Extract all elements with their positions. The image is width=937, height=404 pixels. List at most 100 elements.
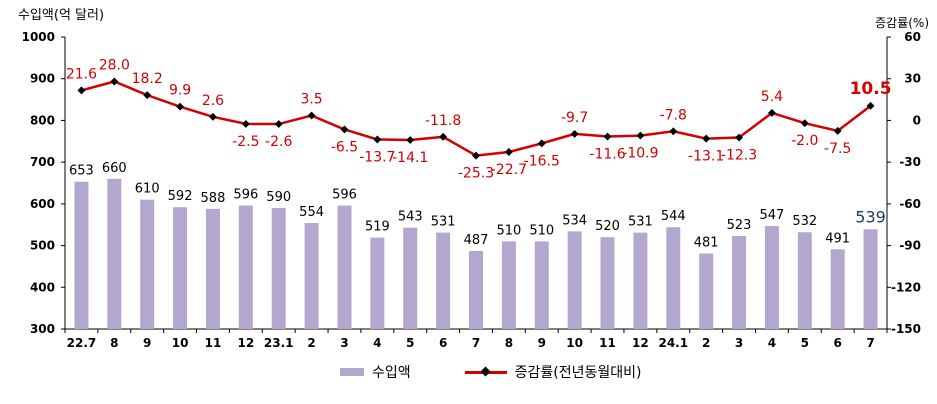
growth-rate-label: -25.3 xyxy=(458,166,494,182)
legend: 수입액 증감률(전년동월대비) xyxy=(340,362,641,382)
growth-rate-label: -11.8 xyxy=(425,113,461,129)
x-tick-label: 9 xyxy=(143,336,151,350)
growth-rate-label: -2.0 xyxy=(791,133,818,149)
bar xyxy=(600,237,615,329)
growth-rate-label: -16.5 xyxy=(524,153,560,169)
growth-rate-point xyxy=(274,120,283,129)
bar xyxy=(797,232,812,329)
x-tick-label: 12 xyxy=(237,336,254,350)
bar xyxy=(699,253,714,329)
x-tick-label: 3 xyxy=(340,336,348,350)
x-tick-label: 10 xyxy=(172,336,189,350)
growth-rate-point xyxy=(307,111,316,120)
x-tick-label: 4 xyxy=(768,336,776,350)
bar-data-label: 554 xyxy=(299,205,324,220)
bar xyxy=(666,227,681,329)
y2-tick-label: 60 xyxy=(904,30,921,44)
bar xyxy=(469,250,483,329)
y-tick-label: 400 xyxy=(30,280,55,294)
x-tick-label: 11 xyxy=(599,336,616,350)
bar-data-label: 544 xyxy=(661,209,686,224)
y2-tick-label: -30 xyxy=(899,155,921,169)
bar-data-label: 590 xyxy=(266,190,291,205)
growth-rate-point xyxy=(603,132,612,141)
growth-rate-label: 3.5 xyxy=(300,92,322,108)
growth-rate-point xyxy=(570,129,579,138)
growth-rate-label: -13.7 xyxy=(359,149,395,165)
growth-rate-label: -10.9 xyxy=(622,146,658,162)
growth-rate-point xyxy=(833,126,842,135)
growth-rate-point xyxy=(340,125,349,134)
bar-data-label: 487 xyxy=(464,233,489,248)
bar xyxy=(633,232,648,329)
growth-rate-label: -14.1 xyxy=(392,150,428,166)
growth-rate-point xyxy=(800,119,809,128)
growth-rate-point xyxy=(176,102,185,111)
x-tick-label: 4 xyxy=(373,336,381,350)
bar-data-label: 653 xyxy=(69,164,94,179)
bar-data-label: 532 xyxy=(792,214,817,229)
x-tick-label: 24.1 xyxy=(658,336,688,350)
x-tick-label: 12 xyxy=(632,336,649,350)
bar-data-label: 510 xyxy=(529,223,554,238)
bar-data-label: 481 xyxy=(694,235,719,250)
bar-data-label: 588 xyxy=(201,191,226,206)
y-axis-title-right: 증감률(%) xyxy=(875,16,929,30)
y-tick-label: 800 xyxy=(30,113,55,127)
growth-rate-point xyxy=(406,136,415,144)
x-tick-label: 10 xyxy=(566,336,583,350)
growth-rate-label: -13.1 xyxy=(688,149,724,165)
y-tick-label: 900 xyxy=(30,72,55,86)
x-tick-label: 6 xyxy=(834,336,842,350)
y2-tick-label: -120 xyxy=(891,280,921,294)
growth-rate-point xyxy=(77,86,86,95)
y-tick-label: 1000 xyxy=(22,30,55,44)
growth-rate-line xyxy=(81,80,872,157)
growth-rate-point xyxy=(669,127,678,136)
growth-rate-label: -12.3 xyxy=(721,148,757,164)
growth-rate-point xyxy=(209,112,217,121)
legend-item-bar: 수입액 xyxy=(340,362,411,382)
bar xyxy=(732,235,747,329)
bar-data-label: 491 xyxy=(825,231,850,246)
x-tick-label: 9 xyxy=(538,336,546,350)
bar-data-label: 510 xyxy=(496,223,521,238)
y2-tick-label: 30 xyxy=(904,72,921,86)
bar-data-label: 520 xyxy=(595,219,620,234)
growth-rate-point xyxy=(735,133,743,142)
growth-rate-point xyxy=(636,131,645,140)
growth-rate-label: -22.7 xyxy=(491,162,527,178)
x-tick-label: 5 xyxy=(406,336,414,350)
bar xyxy=(304,223,319,329)
bar-data-label: 531 xyxy=(431,215,456,230)
x-tick-label: 2 xyxy=(702,336,710,350)
bar xyxy=(140,199,155,329)
growth-rate-label: 9.9 xyxy=(169,83,191,99)
bar-data-label: 519 xyxy=(365,220,390,235)
bar-data-label: 523 xyxy=(727,218,752,233)
bar-data-label: 534 xyxy=(562,213,587,228)
bar xyxy=(107,178,122,329)
legend-item-line: 증감률(전년동월대비) xyxy=(464,362,642,382)
bar xyxy=(830,249,845,329)
y2-tick-label: -60 xyxy=(899,197,921,211)
x-tick-label: 22.7 xyxy=(67,336,97,350)
growth-rate-point xyxy=(702,134,711,143)
growth-rate-label: -6.5 xyxy=(331,139,358,155)
legend-line-label: 증감률(전년동월대비) xyxy=(514,365,642,381)
y-tick-label: 500 xyxy=(30,239,55,253)
bar xyxy=(436,232,451,329)
growth-rate-label: -2.5 xyxy=(232,134,259,150)
bar xyxy=(403,227,418,329)
bar xyxy=(501,241,516,329)
y-tick-label: 600 xyxy=(30,197,55,211)
growth-rate-label: -7.5 xyxy=(824,141,851,157)
growth-rate-label: 21.6 xyxy=(66,66,97,82)
growth-rate-label: 28.0 xyxy=(99,57,130,73)
y2-tick-label: 0 xyxy=(913,113,921,127)
growth-rate-label: 10.5 xyxy=(850,79,892,99)
x-tick-label: 2 xyxy=(307,336,315,350)
y-axis-title-left: 수입액(억 달러) xyxy=(18,8,105,23)
x-tick-label: 11 xyxy=(205,336,222,350)
